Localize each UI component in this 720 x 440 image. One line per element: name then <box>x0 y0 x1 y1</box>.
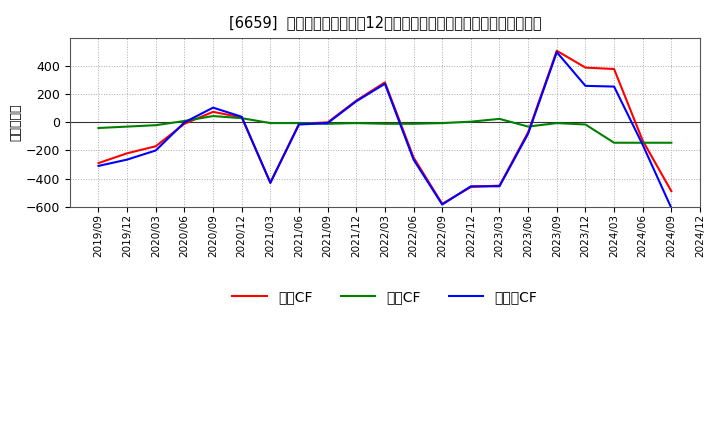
営業CF <box>151 143 160 149</box>
営業CF <box>524 129 533 135</box>
投資CF <box>381 121 390 126</box>
Line: フリーCF: フリーCF <box>99 52 671 208</box>
投資CF <box>209 114 217 119</box>
営業CF <box>352 98 361 103</box>
投資CF <box>495 116 504 121</box>
営業CF <box>409 155 418 160</box>
フリーCF <box>94 163 103 169</box>
フリーCF <box>438 202 446 207</box>
Line: 営業CF: 営業CF <box>99 51 671 204</box>
営業CF <box>209 109 217 114</box>
Legend: 営業CF, 投資CF, フリーCF: 営業CF, 投資CF, フリーCF <box>227 284 543 309</box>
フリーCF <box>409 157 418 162</box>
投資CF <box>352 121 361 126</box>
営業CF <box>123 150 132 156</box>
営業CF <box>94 161 103 166</box>
Y-axis label: （百万円）: （百万円） <box>9 104 22 141</box>
営業CF <box>581 65 590 70</box>
フリーCF <box>151 148 160 153</box>
フリーCF <box>123 157 132 162</box>
フリーCF <box>352 99 361 104</box>
投資CF <box>552 121 561 126</box>
フリーCF <box>266 180 274 185</box>
営業CF <box>180 121 189 126</box>
フリーCF <box>610 84 618 89</box>
投資CF <box>467 119 475 125</box>
営業CF <box>495 183 504 188</box>
投資CF <box>610 140 618 145</box>
営業CF <box>381 80 390 85</box>
営業CF <box>266 180 274 185</box>
営業CF <box>467 184 475 190</box>
フリーCF <box>238 114 246 119</box>
フリーCF <box>180 120 189 125</box>
フリーCF <box>381 81 390 86</box>
投資CF <box>238 116 246 121</box>
営業CF <box>323 120 332 125</box>
フリーCF <box>495 183 504 189</box>
フリーCF <box>552 50 561 55</box>
投資CF <box>151 123 160 128</box>
投資CF <box>581 122 590 127</box>
投資CF <box>438 121 446 126</box>
営業CF <box>639 138 647 143</box>
フリーCF <box>639 142 647 147</box>
Title: [6659]  キャッシュフローの12か月移動合計の対前年同期増減額の推移: [6659] キャッシュフローの12か月移動合計の対前年同期増減額の推移 <box>229 15 541 30</box>
フリーCF <box>323 121 332 126</box>
投資CF <box>409 121 418 126</box>
投資CF <box>123 124 132 129</box>
営業CF <box>294 121 303 126</box>
投資CF <box>94 125 103 131</box>
投資CF <box>266 121 274 126</box>
営業CF <box>552 48 561 53</box>
Line: 投資CF: 投資CF <box>99 116 671 143</box>
フリーCF <box>209 105 217 110</box>
営業CF <box>610 66 618 72</box>
投資CF <box>639 140 647 145</box>
フリーCF <box>581 83 590 88</box>
投資CF <box>667 140 675 145</box>
フリーCF <box>294 122 303 127</box>
フリーCF <box>524 131 533 136</box>
営業CF <box>438 201 446 206</box>
投資CF <box>180 118 189 124</box>
営業CF <box>667 189 675 194</box>
投資CF <box>323 121 332 126</box>
フリーCF <box>467 183 475 189</box>
投資CF <box>294 121 303 126</box>
営業CF <box>238 115 246 120</box>
フリーCF <box>667 205 675 211</box>
投資CF <box>524 124 533 129</box>
